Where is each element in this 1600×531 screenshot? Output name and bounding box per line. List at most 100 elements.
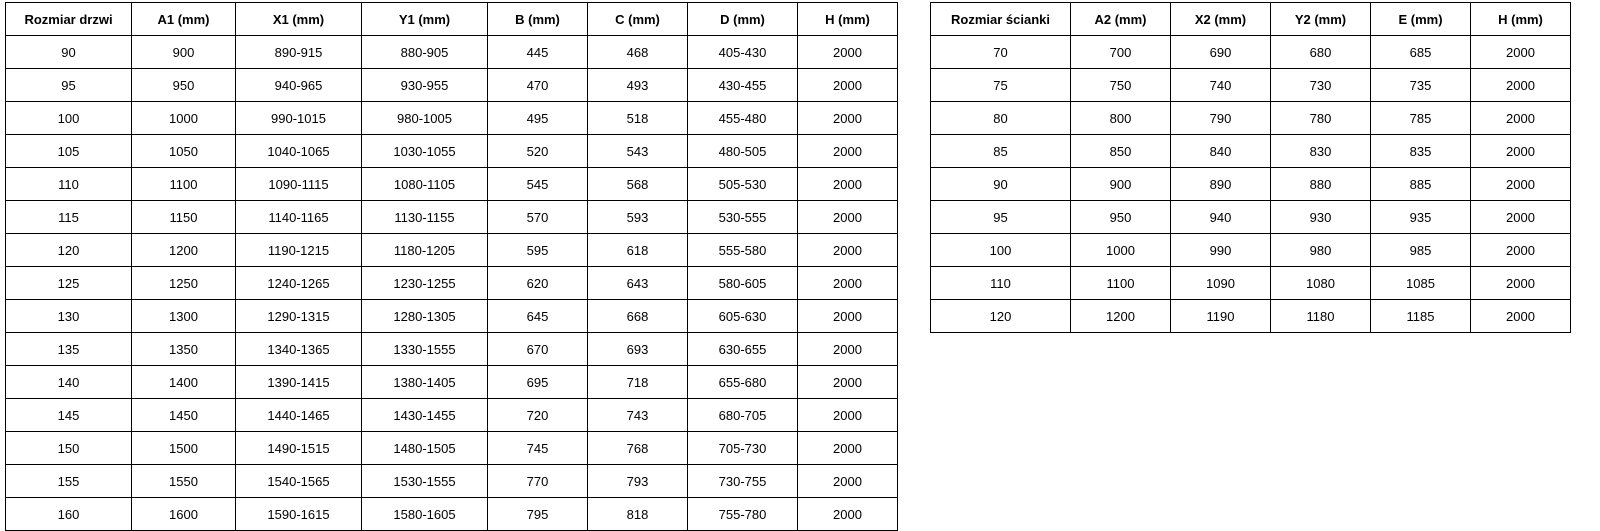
cell: 1100 bbox=[131, 167, 236, 201]
cell: 1250 bbox=[131, 266, 236, 300]
cell: 495 bbox=[487, 101, 588, 135]
cell: 105 bbox=[5, 134, 132, 168]
cell: 1380-1405 bbox=[361, 365, 488, 399]
cell: 1490-1515 bbox=[235, 431, 362, 465]
table-row: 135 1350 1340-1365 1330-1555 670 693 630… bbox=[5, 332, 898, 366]
cell: 1140-1165 bbox=[235, 200, 362, 234]
cell: 135 bbox=[5, 332, 132, 366]
cell: 1280-1305 bbox=[361, 299, 488, 333]
doors-table-container: Rozmiar drzwi A1 (mm) X1 (mm) Y1 (mm) B … bbox=[5, 2, 898, 531]
table-row: 160 1600 1590-1615 1580-1605 795 818 755… bbox=[5, 497, 898, 531]
cell: 850 bbox=[1070, 134, 1171, 168]
table-row: 110 1100 1090 1080 1085 2000 bbox=[930, 266, 1571, 300]
cell: 680 bbox=[1270, 35, 1371, 69]
document-page: Rozmiar drzwi A1 (mm) X1 (mm) Y1 (mm) B … bbox=[5, 2, 1571, 531]
cell: 605-630 bbox=[687, 299, 798, 333]
cell: 445 bbox=[487, 35, 588, 69]
cell: 2000 bbox=[797, 134, 898, 168]
cell: 120 bbox=[930, 299, 1071, 333]
cell: 2000 bbox=[1470, 101, 1571, 135]
cell: 1085 bbox=[1370, 266, 1471, 300]
cell: 2000 bbox=[797, 233, 898, 267]
cell: 2000 bbox=[1470, 299, 1571, 333]
cell: 695 bbox=[487, 365, 588, 399]
cell: 730 bbox=[1270, 68, 1371, 102]
cell: 680-705 bbox=[687, 398, 798, 432]
cell: 1000 bbox=[131, 101, 236, 135]
cell: 693 bbox=[587, 332, 688, 366]
column-header-b: B (mm) bbox=[487, 2, 588, 36]
cell: 618 bbox=[587, 233, 688, 267]
column-header-h: H (mm) bbox=[797, 2, 898, 36]
cell: 90 bbox=[930, 167, 1071, 201]
cell: 555-580 bbox=[687, 233, 798, 267]
cell: 543 bbox=[587, 134, 688, 168]
cell: 745 bbox=[487, 431, 588, 465]
cell: 1540-1565 bbox=[235, 464, 362, 498]
cell: 110 bbox=[5, 167, 132, 201]
table-row: 75 750 740 730 735 2000 bbox=[930, 68, 1571, 102]
cell: 1190-1215 bbox=[235, 233, 362, 267]
cell: 150 bbox=[5, 431, 132, 465]
cell: 980 bbox=[1270, 233, 1371, 267]
cell: 2000 bbox=[797, 365, 898, 399]
cell: 493 bbox=[587, 68, 688, 102]
cell: 818 bbox=[587, 497, 688, 531]
cell: 985 bbox=[1370, 233, 1471, 267]
cell: 1500 bbox=[131, 431, 236, 465]
column-header-e: E (mm) bbox=[1370, 2, 1471, 36]
cell: 1430-1455 bbox=[361, 398, 488, 432]
cell: 950 bbox=[131, 68, 236, 102]
table-row: 130 1300 1290-1315 1280-1305 645 668 605… bbox=[5, 299, 898, 333]
table-row: 115 1150 1140-1165 1130-1155 570 593 530… bbox=[5, 200, 898, 234]
cell: 830 bbox=[1270, 134, 1371, 168]
cell: 880 bbox=[1270, 167, 1371, 201]
cell: 2000 bbox=[797, 398, 898, 432]
cell: 800 bbox=[1070, 101, 1171, 135]
cell: 630-655 bbox=[687, 332, 798, 366]
cell: 530-555 bbox=[687, 200, 798, 234]
cell: 85 bbox=[930, 134, 1071, 168]
cell: 2000 bbox=[797, 497, 898, 531]
column-header-y2: Y2 (mm) bbox=[1270, 2, 1371, 36]
cell: 685 bbox=[1370, 35, 1471, 69]
cell: 1240-1265 bbox=[235, 266, 362, 300]
cell: 580-605 bbox=[687, 266, 798, 300]
cell: 940 bbox=[1170, 200, 1271, 234]
cell: 90 bbox=[5, 35, 132, 69]
cell: 2000 bbox=[1470, 68, 1571, 102]
cell: 2000 bbox=[797, 101, 898, 135]
cell: 125 bbox=[5, 266, 132, 300]
cell: 568 bbox=[587, 167, 688, 201]
cell: 1180-1205 bbox=[361, 233, 488, 267]
cell: 740 bbox=[1170, 68, 1271, 102]
doors-table-header: Rozmiar drzwi A1 (mm) X1 (mm) Y1 (mm) B … bbox=[5, 2, 898, 36]
cell: 1000 bbox=[1070, 233, 1171, 267]
table-row: 105 1050 1040-1065 1030-1055 520 543 480… bbox=[5, 134, 898, 168]
cell: 2000 bbox=[1470, 35, 1571, 69]
cell: 1080 bbox=[1270, 266, 1371, 300]
cell: 1080-1105 bbox=[361, 167, 488, 201]
cell: 1340-1365 bbox=[235, 332, 362, 366]
cell: 900 bbox=[1070, 167, 1171, 201]
cell: 743 bbox=[587, 398, 688, 432]
table-row: 90 900 890 880 885 2000 bbox=[930, 167, 1571, 201]
cell: 2000 bbox=[797, 200, 898, 234]
cell: 140 bbox=[5, 365, 132, 399]
cell: 2000 bbox=[1470, 266, 1571, 300]
cell: 570 bbox=[487, 200, 588, 234]
cell: 700 bbox=[1070, 35, 1171, 69]
table-row: 85 850 840 830 835 2000 bbox=[930, 134, 1571, 168]
cell: 1200 bbox=[131, 233, 236, 267]
cell: 1090-1115 bbox=[235, 167, 362, 201]
cell: 900 bbox=[131, 35, 236, 69]
column-header-d: D (mm) bbox=[687, 2, 798, 36]
cell: 1040-1065 bbox=[235, 134, 362, 168]
cell: 2000 bbox=[797, 464, 898, 498]
doors-dimensions-table: Rozmiar drzwi A1 (mm) X1 (mm) Y1 (mm) B … bbox=[5, 2, 898, 531]
cell: 620 bbox=[487, 266, 588, 300]
table-row: 120 1200 1190-1215 1180-1205 595 618 555… bbox=[5, 233, 898, 267]
cell: 110 bbox=[930, 266, 1071, 300]
cell: 480-505 bbox=[687, 134, 798, 168]
cell: 690 bbox=[1170, 35, 1271, 69]
